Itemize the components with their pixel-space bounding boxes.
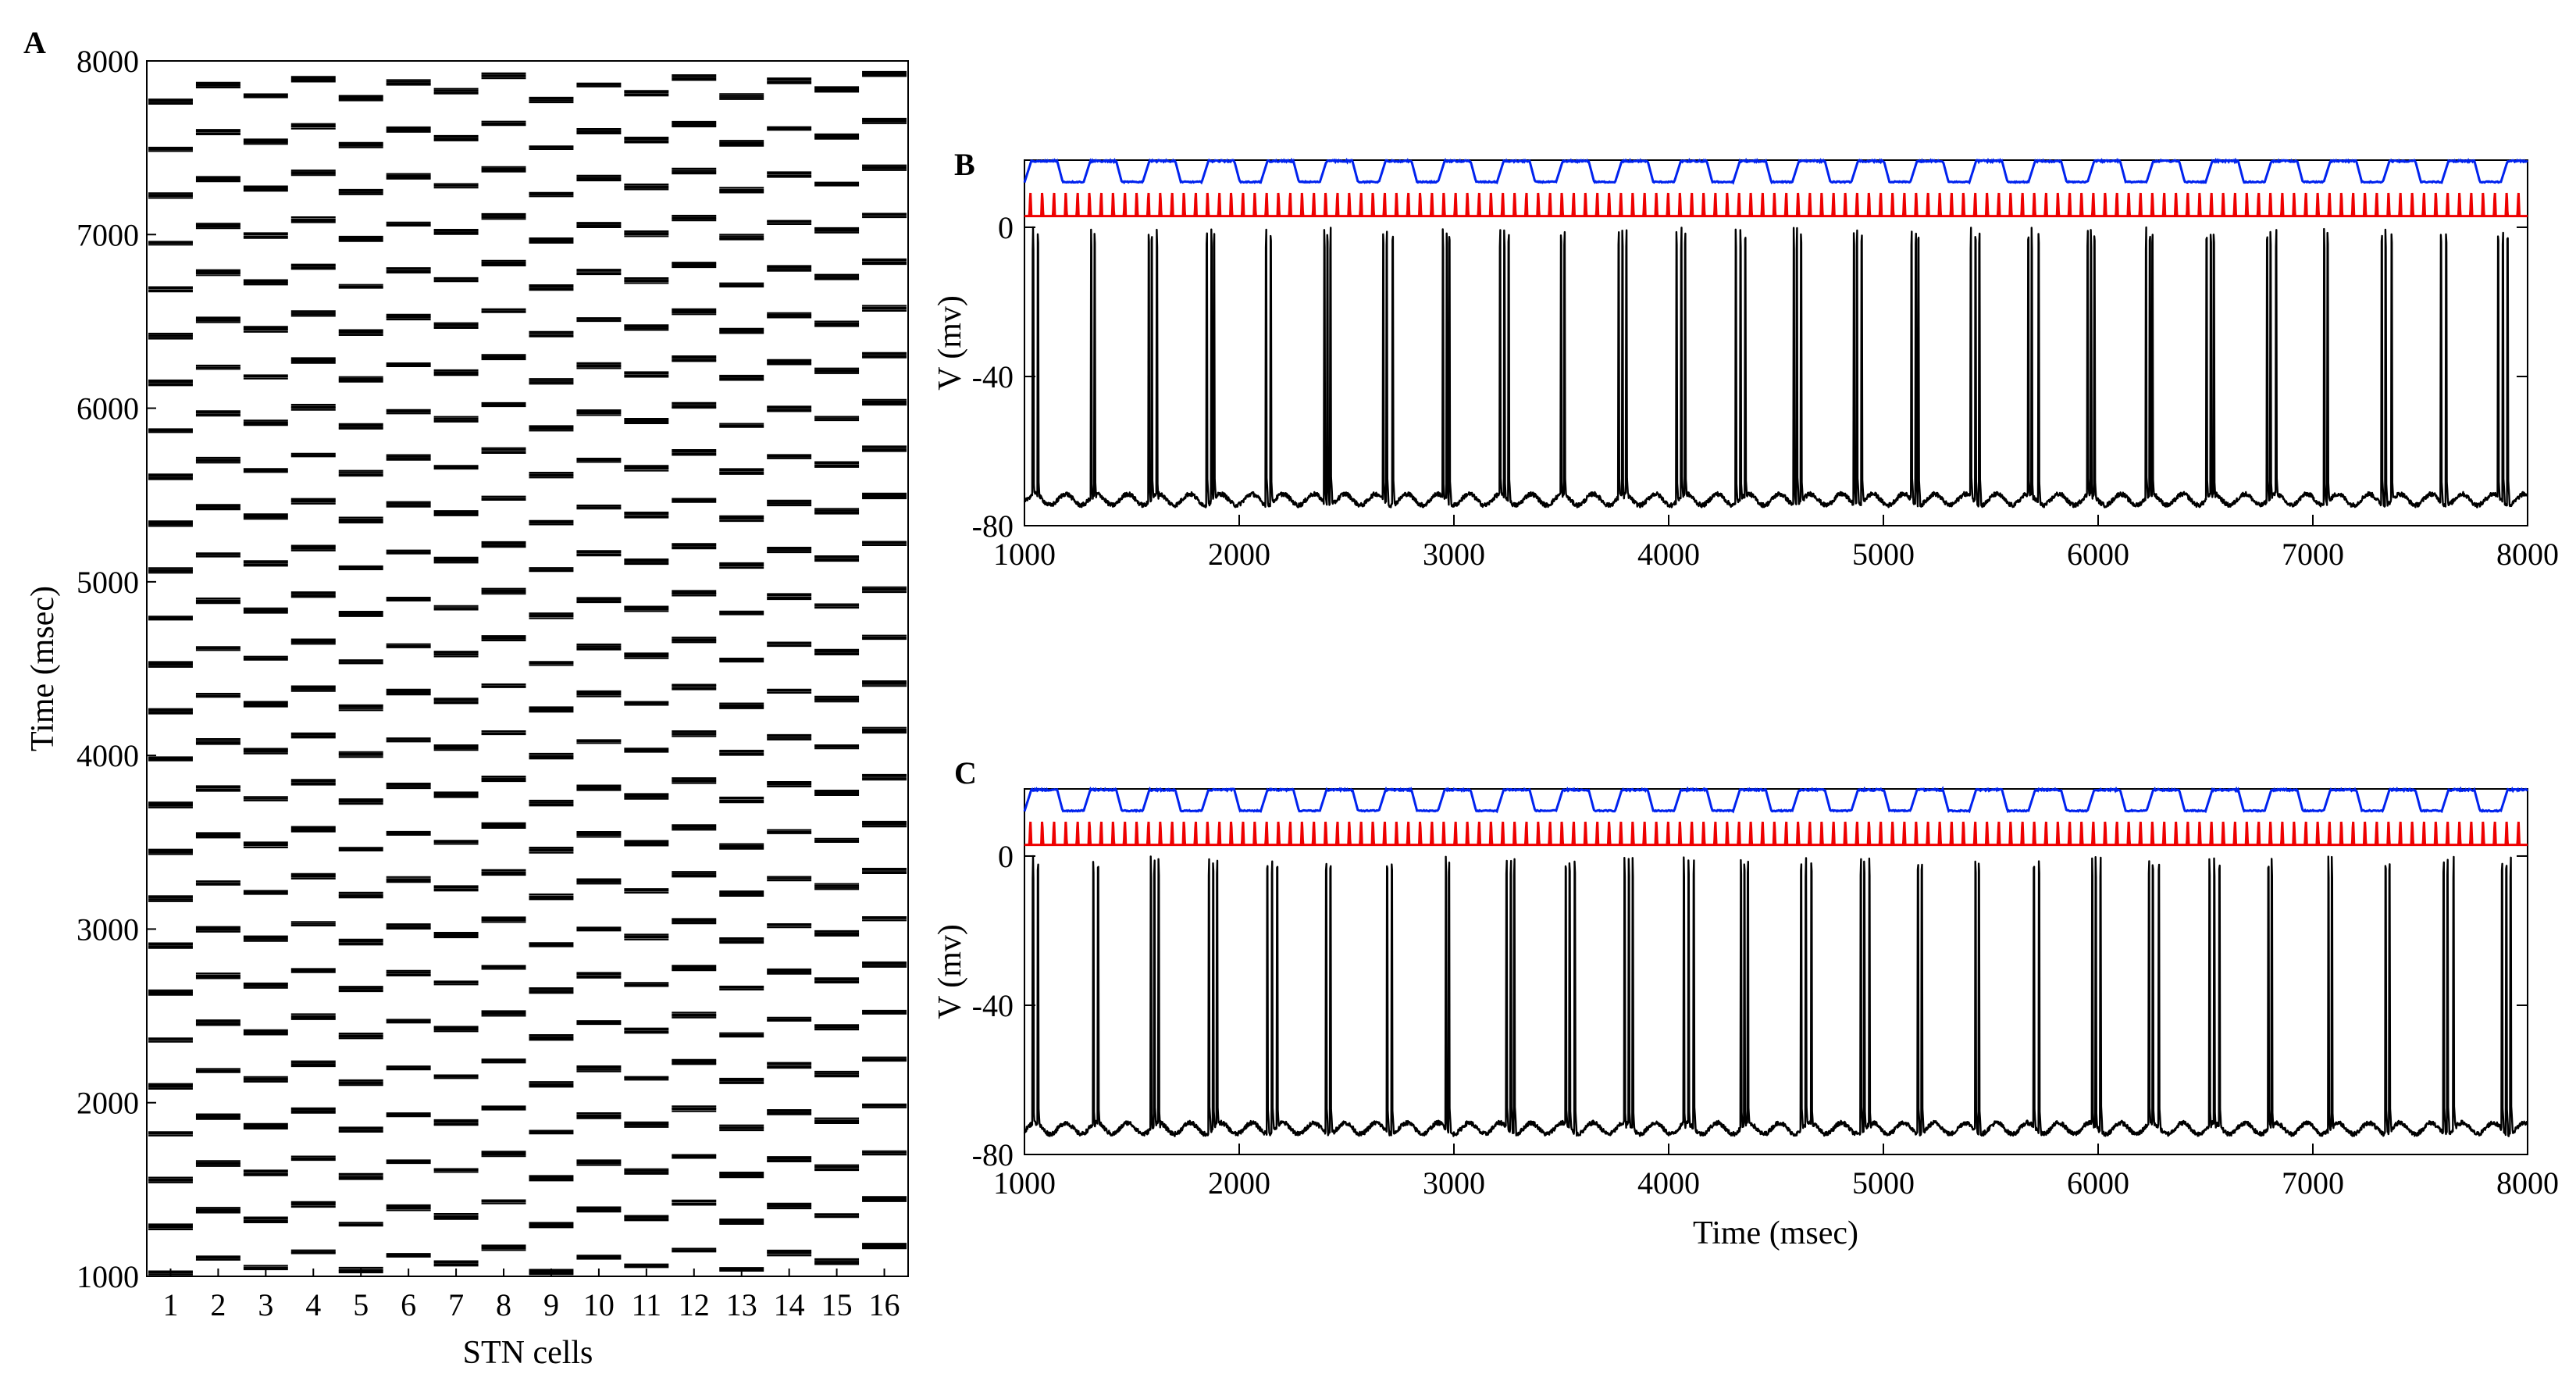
raster-y-tick-label: 3000	[77, 912, 139, 947]
red-trace	[1024, 821, 2528, 847]
raster-y-tick-label: 5000	[77, 565, 139, 600]
blue-trace	[1023, 157, 2528, 185]
raster-y-tick-label: 1000	[77, 1259, 139, 1294]
raster-x-tick-label: 2	[210, 1287, 226, 1322]
panel-letter-b: B	[954, 147, 975, 182]
raster-x-tick-label: 14	[774, 1287, 805, 1322]
x-tick-label: 5000	[1852, 1165, 1915, 1201]
raster-x-ticks: 1 2 3 4 5 6 7 8 9 10 11 12 13 14 15 16	[162, 1269, 900, 1322]
raster-x-tick-label: 1	[162, 1287, 178, 1322]
panel-c-x-label: Time (msec)	[1693, 1215, 1858, 1251]
y-tick-label: -80	[972, 509, 1014, 544]
panel-letter-a: A	[23, 25, 46, 60]
x-tick-label: 7000	[2282, 537, 2344, 572]
red-trace	[1024, 192, 2528, 218]
raster-axes-frame	[146, 60, 909, 1277]
panel-c-traces	[1023, 786, 2529, 1137]
panel-c-ticks: -80 -40 0 1000 2000 3000 4000 5000 6000 7000 8000	[972, 839, 2559, 1201]
x-tick-label: 3000	[1423, 1165, 1485, 1201]
black-voltage-trace	[1023, 226, 2529, 509]
x-tick-label: 4000	[1637, 537, 1700, 572]
blue-trace	[1023, 786, 2529, 814]
raster-x-tick-label: 5	[353, 1287, 369, 1322]
x-tick-label: 2000	[1208, 1165, 1270, 1201]
raster-x-tick-label: 15	[821, 1287, 853, 1322]
y-tick-label: 0	[998, 210, 1014, 245]
panel-b-ticks: -80 -40 0 1000 2000 3000 4000 5000 6000 7000 8000	[972, 210, 2559, 572]
raster-x-tick-label: 9	[543, 1287, 559, 1322]
black-voltage-trace	[1023, 855, 2529, 1137]
raster-x-tick-label: 13	[726, 1287, 757, 1322]
raster-y-tick-label: 6000	[77, 391, 139, 426]
raster-x-label: STN cells	[463, 1335, 593, 1371]
raster-x-tick-label: 3	[258, 1287, 273, 1322]
x-tick-label: 1000	[993, 1165, 1056, 1201]
raster-x-tick-label: 4	[305, 1287, 321, 1322]
x-tick-label: 3000	[1423, 537, 1485, 572]
raster-y-tick-label: 8000	[77, 44, 139, 79]
x-tick-label: 8000	[2496, 537, 2559, 572]
raster-spikes	[148, 70, 907, 1277]
panel-c-y-label: V (mv)	[932, 924, 968, 1019]
panel-b-y-label: V (mv)	[932, 295, 968, 391]
raster-y-tick-label: 2000	[77, 1086, 139, 1121]
raster-x-tick-label: 12	[679, 1287, 710, 1322]
x-tick-label: 6000	[2067, 1165, 2129, 1201]
x-tick-label: 1000	[993, 537, 1056, 572]
raster-x-tick-label: 10	[583, 1287, 615, 1322]
raster-y-ticks: 1000 2000 3000 4000 5000 6000 7000 8000	[77, 44, 156, 1294]
raster-x-tick-label: 11	[632, 1287, 662, 1322]
y-tick-label: -80	[972, 1137, 1014, 1172]
y-tick-label: -40	[972, 359, 1014, 394]
raster-x-tick-label: 16	[869, 1287, 900, 1322]
raster-x-tick-label: 6	[401, 1287, 416, 1322]
raster-y-tick-label: 7000	[77, 217, 139, 252]
x-tick-label: 8000	[2496, 1165, 2559, 1201]
raster-x-tick-label: 7	[448, 1287, 464, 1322]
raster-x-tick-label: 8	[496, 1287, 511, 1322]
raster-y-label: Time (msec)	[25, 586, 61, 751]
panel-b-traces	[1023, 157, 2529, 509]
y-tick-label: -40	[972, 988, 1014, 1023]
x-tick-label: 4000	[1637, 1165, 1700, 1201]
x-tick-label: 5000	[1852, 537, 1915, 572]
panel-letter-c: C	[954, 755, 977, 790]
x-tick-label: 2000	[1208, 537, 1270, 572]
x-tick-label: 7000	[2282, 1165, 2344, 1201]
x-tick-label: 6000	[2067, 537, 2129, 572]
y-tick-label: 0	[998, 839, 1014, 874]
raster-y-tick-label: 4000	[77, 738, 139, 773]
